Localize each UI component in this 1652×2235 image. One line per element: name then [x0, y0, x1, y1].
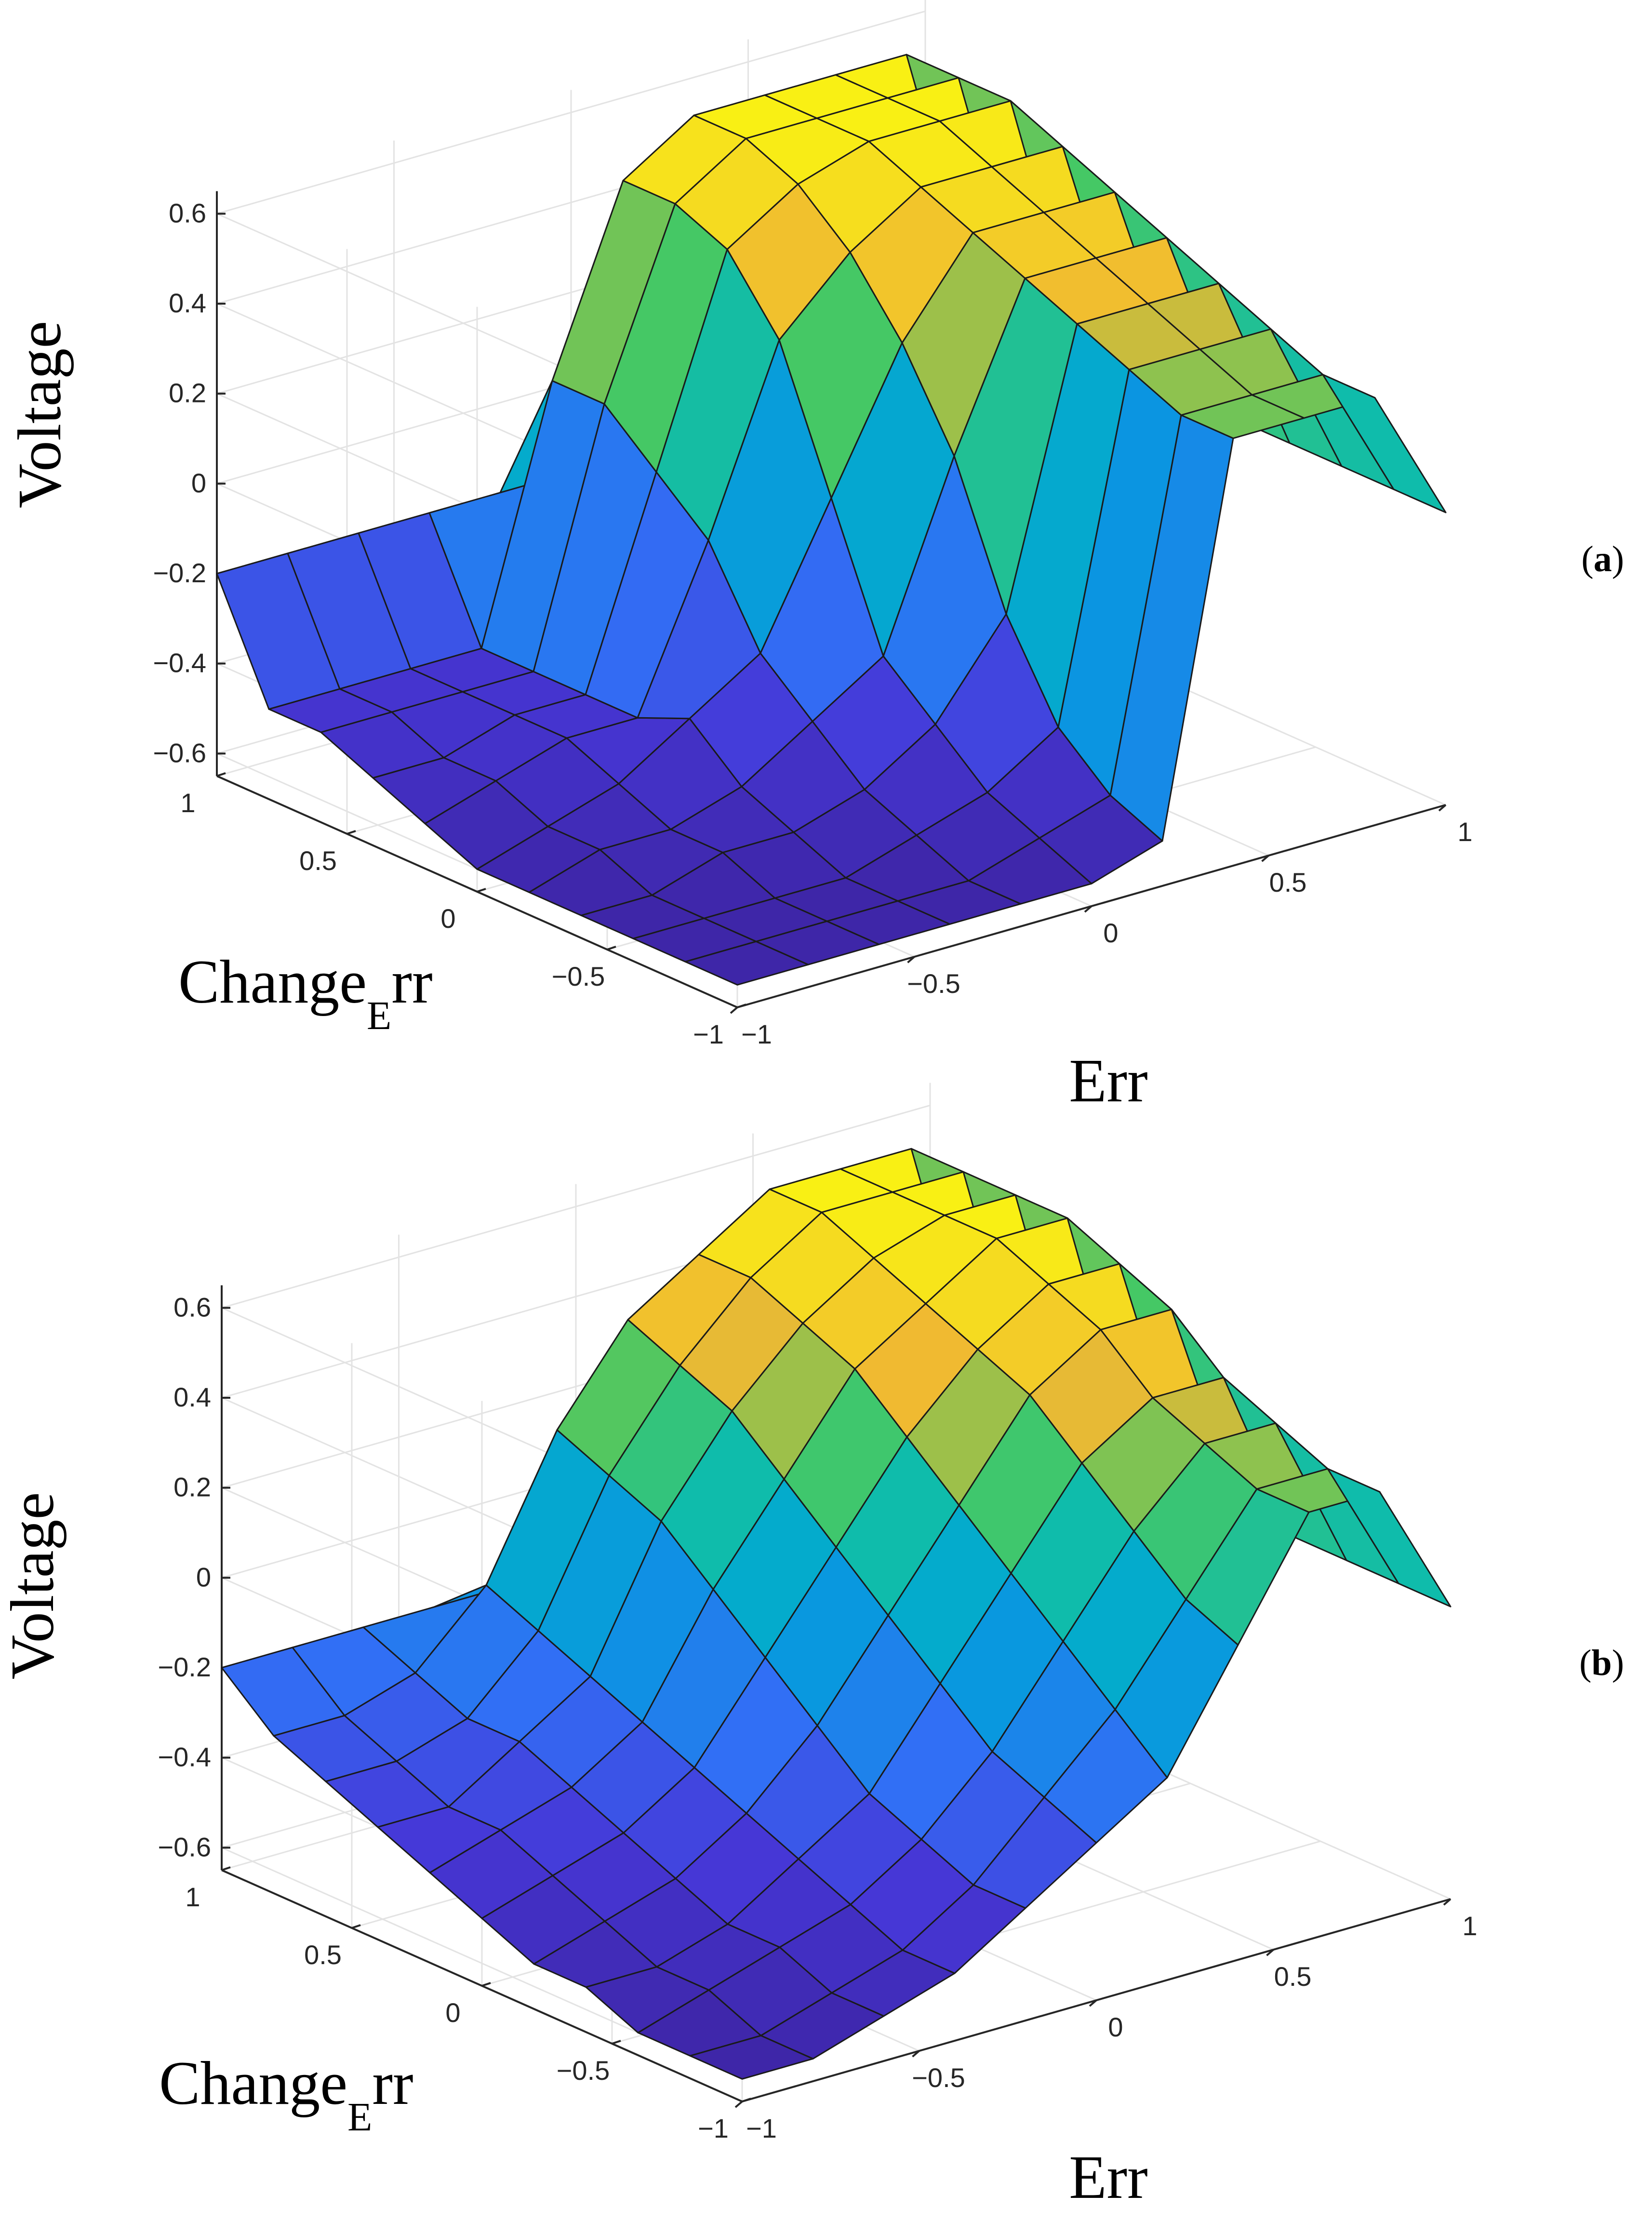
y-tick-mark-a — [607, 946, 616, 950]
z-tick-label-a: 0 — [191, 468, 206, 498]
x-tick-mark-b — [912, 2050, 920, 2058]
y-tick-mark-a — [737, 1004, 746, 1008]
y-tick-label-a: 1 — [180, 788, 195, 818]
x-tick-mark-a — [1084, 905, 1092, 913]
y-tick-mark-b — [742, 2098, 751, 2102]
xlabel-b: Err — [1069, 2143, 1147, 2211]
surface-plot-b: −0.6 −0.4 −0.2 0 0.2 0.4 0.6 −1 −0.5 0 0.5 1 −1 −0.5 0… — [158, 1083, 1478, 2143]
y-tick-label-b: −1 — [698, 2113, 729, 2143]
z-tick-label-b: 0.4 — [173, 1382, 211, 1412]
z-tick-label-a: 0.2 — [169, 378, 206, 408]
y-tick-label-a: −1 — [693, 1019, 724, 1049]
y-tick-label-a: −0.5 — [552, 961, 605, 991]
x-tick-label-a: −0.5 — [907, 968, 960, 999]
ylabel-b-rest: rr — [372, 2049, 413, 2117]
y-tick-mark-b — [612, 2040, 621, 2045]
x-tick-mark-b — [1266, 1949, 1274, 1956]
zlabel-a: Voltage — [5, 321, 74, 509]
x-tick-mark-a — [730, 1006, 738, 1014]
y-tick-mark-a — [477, 888, 486, 893]
surface-patch-a — [1322, 374, 1447, 513]
y-tick-mark-a — [216, 772, 226, 777]
z-tick-label-b: −0.6 — [158, 1832, 211, 1862]
x-tick-mark-b — [734, 2101, 743, 2108]
ylabel-a-sub: E — [367, 993, 391, 1038]
y-tick-label-a: 0 — [440, 903, 455, 934]
ylabel-a: ChangeErr — [178, 948, 433, 1038]
y-tick-label-b: 0.5 — [304, 1940, 342, 1970]
x-tick-label-a: 0.5 — [1269, 867, 1307, 897]
ylabel-a-rest: rr — [391, 948, 432, 1016]
y-tick-mark-a — [346, 830, 356, 835]
x-tick-label-a: 0 — [1103, 918, 1118, 948]
z-tick-label-a: −0.4 — [153, 648, 206, 678]
x-tick-label-b: −0.5 — [912, 2062, 965, 2093]
x-tick-mark-a — [907, 956, 915, 964]
y-tick-label-b: 1 — [185, 1882, 200, 1912]
ylabel-b: ChangeErr — [159, 2049, 413, 2140]
y-tick-mark-b — [221, 1866, 231, 1871]
x-tick-label-a: −1 — [741, 1019, 772, 1049]
y-tick-mark-b — [481, 1982, 491, 1987]
z-tick-label-b: −0.4 — [158, 1742, 211, 1772]
z-tick-label-b: −0.2 — [158, 1652, 211, 1682]
panel-label-a: (a) — [1581, 539, 1624, 579]
surface-patch-b — [1327, 1468, 1452, 1607]
ylabel-b-main: Change — [159, 2049, 347, 2117]
x-tick-mark-b — [1443, 1898, 1452, 1906]
y-tick-label-b: 0 — [445, 1997, 460, 2028]
z-tick-label-a: 0.6 — [169, 198, 206, 228]
surface-a — [216, 54, 1447, 986]
zlabel-b: Voltage — [0, 1492, 67, 1680]
x-tick-label-b: 0 — [1108, 2012, 1123, 2042]
x-tick-label-b: 1 — [1462, 1911, 1477, 1941]
x-tick-mark-b — [1089, 1999, 1097, 2007]
z-tick-label-a: −0.2 — [153, 558, 206, 588]
z-tick-label-b: 0.2 — [173, 1472, 211, 1502]
panel-label-b: (b) — [1579, 1643, 1624, 1683]
ylabel-a-main: Change — [178, 948, 367, 1016]
surface-plot-a: −0.6 −0.4 −0.2 0 0.2 0.4 0.6 −1 −0.5 0 0.5 1 −1 −0.5 0… — [153, 0, 1473, 1049]
axes-lines-a: −0.6 −0.4 −0.2 0 0.2 0.4 0.6 −1 −0.5 0 0.5 1 −1 −0.5 0… — [153, 191, 1473, 1049]
z-tick-label-a: −0.6 — [153, 737, 206, 768]
x-tick-label-b: −1 — [746, 2113, 777, 2143]
xlabel-a: Err — [1069, 1046, 1147, 1115]
z-tick-label-b: 0 — [196, 1562, 211, 1592]
x-tick-mark-a — [1261, 855, 1269, 862]
z-tick-label-a: 0.4 — [169, 288, 206, 318]
z-tick-label-b: 0.6 — [173, 1292, 211, 1322]
ylabel-b-sub: E — [347, 2095, 372, 2140]
axes-lines-b: −0.6 −0.4 −0.2 0 0.2 0.4 0.6 −1 −0.5 0 0.5 1 −1 −0.5 0… — [158, 1285, 1478, 2143]
surface-b — [221, 1148, 1452, 2080]
y-tick-label-a: 0.5 — [299, 845, 337, 876]
x-tick-label-a: 1 — [1457, 816, 1472, 847]
x-tick-label-b: 0.5 — [1274, 1961, 1312, 1992]
y-tick-mark-b — [351, 1924, 361, 1929]
y-tick-label-b: −0.5 — [557, 2055, 610, 2086]
x-tick-mark-a — [1438, 804, 1447, 812]
